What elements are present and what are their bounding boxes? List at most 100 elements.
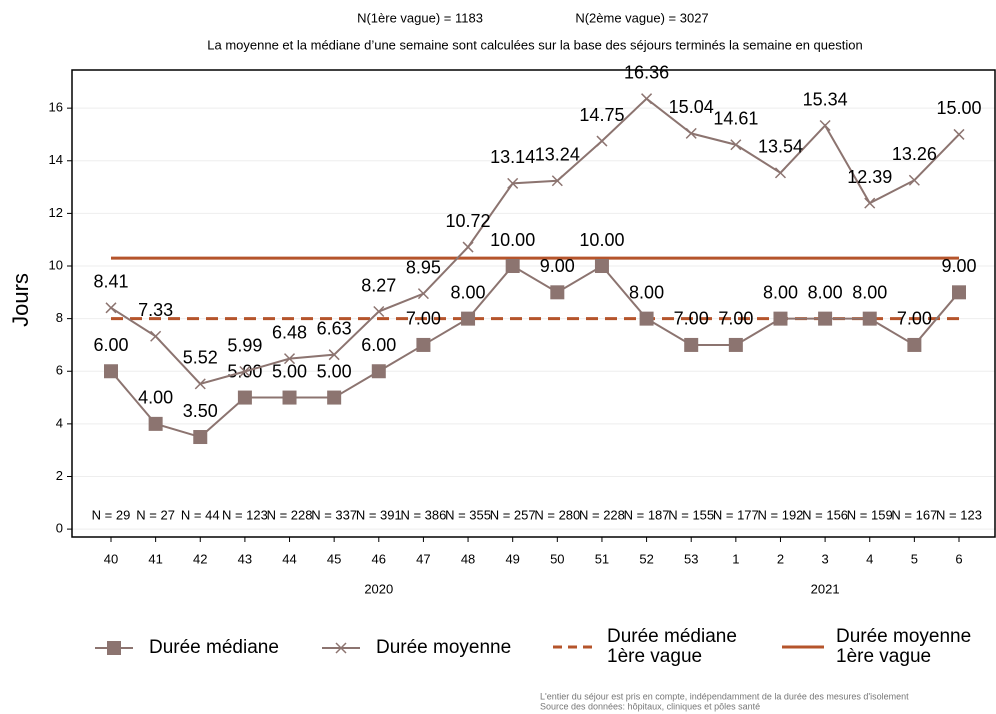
data-label: 5.00 (272, 361, 307, 381)
data-label: 8.27 (361, 275, 396, 295)
data-label: 14.75 (579, 105, 624, 125)
n-label: N = 257 (490, 507, 536, 522)
point-marker (641, 93, 653, 105)
point-marker (819, 119, 831, 132)
data-label: 10.00 (490, 230, 535, 250)
point-marker (550, 285, 565, 300)
data-label: 12.39 (847, 167, 892, 187)
point-marker (328, 349, 340, 361)
point-marker (107, 641, 121, 655)
subtitle: La moyenne et la médiane d’une semaine s… (207, 37, 862, 52)
y-axis-label: Jours (8, 273, 33, 327)
y-tick-label: 2 (56, 468, 63, 483)
point-marker (774, 167, 787, 179)
legend-label: Durée médiane 1ère vague (607, 626, 737, 667)
legend-symbol (553, 645, 595, 649)
point-marker (908, 174, 920, 186)
point-marker (193, 430, 208, 445)
point-marker (594, 259, 609, 274)
legend-item: Durée médiane 1ère vague (553, 627, 767, 667)
point-marker (371, 364, 386, 379)
y-tick-label: 12 (49, 205, 63, 220)
n-label: N = 391 (356, 507, 402, 522)
legend-item: Durée médiane (95, 637, 279, 659)
x-tick-label: 44 (282, 551, 296, 566)
n-label: N = 228 (579, 507, 625, 522)
data-label: 3.50 (183, 401, 218, 421)
point-marker (864, 197, 876, 209)
point-marker (335, 642, 347, 654)
data-label: 5.00 (317, 361, 352, 381)
n-label: N = 280 (534, 507, 580, 522)
data-label: 7.00 (406, 309, 441, 329)
n-label: N = 355 (445, 507, 491, 522)
x-tick-label: 46 (372, 551, 386, 566)
data-label: 10.72 (446, 211, 491, 231)
x-tick-label: 43 (238, 551, 252, 566)
n-label: N = 187 (624, 507, 670, 522)
y-tick-label: 0 (56, 521, 63, 536)
data-label: 7.00 (897, 309, 932, 329)
data-label: 15.04 (669, 97, 714, 117)
data-label: 13.26 (892, 144, 937, 164)
footnote: L'entier du séjour est pris en compte, i… (540, 691, 909, 701)
data-label: 8.00 (763, 282, 798, 302)
point-marker (417, 288, 429, 300)
data-label: 8.00 (852, 282, 887, 302)
data-label: 4.00 (138, 388, 173, 408)
y-tick-label: 8 (56, 310, 63, 325)
data-label: 15.34 (803, 89, 848, 109)
data-label: 9.00 (540, 256, 575, 276)
point-marker (684, 337, 699, 352)
data-label: 6.63 (317, 318, 352, 338)
x-tick-label: 5 (911, 551, 918, 566)
data-label: 16.36 (624, 62, 669, 82)
n-label: N = 155 (668, 507, 714, 522)
n-label: N = 167 (891, 507, 937, 522)
data-label: 6.00 (361, 335, 396, 355)
x-tick-label: 41 (148, 551, 162, 566)
point-marker (105, 302, 117, 314)
y-tick-label: 4 (56, 415, 63, 430)
data-label: 5.52 (183, 348, 218, 368)
n-label: N = 156 (802, 507, 848, 522)
x-tick-label: 52 (639, 551, 653, 566)
data-label: 10.00 (579, 230, 624, 250)
x-tick-label: 40 (104, 551, 118, 566)
x-tick-label: 47 (416, 551, 430, 566)
header-note: N(1ère vague) = 1183 (357, 10, 483, 25)
point-marker (507, 177, 519, 189)
data-label: 13.24 (535, 145, 580, 165)
legend-symbol (322, 642, 360, 654)
x-tick-label: 2 (777, 551, 784, 566)
x-tick-label: 1 (732, 551, 739, 566)
footnote: Source des données: hôpitaux, cliniques … (540, 701, 760, 711)
y-tick-label: 16 (49, 100, 63, 115)
y-tick-label: 10 (49, 257, 63, 272)
legend-label: Durée moyenne 1ère vague (836, 626, 972, 667)
x-tick-label: 48 (461, 551, 475, 566)
data-label: 13.14 (490, 147, 535, 167)
series-line (110, 264, 960, 439)
point-marker (596, 135, 608, 147)
x-tick-label: 6 (955, 551, 962, 566)
n-label: N = 27 (136, 507, 175, 522)
data-label: 6.00 (93, 335, 128, 355)
legend-label: Durée moyenne (376, 637, 512, 658)
point-marker (237, 390, 252, 405)
point-marker (148, 416, 163, 431)
n-label: N = 159 (847, 507, 893, 522)
n-label: N = 337 (311, 507, 357, 522)
data-label: 8.00 (629, 282, 664, 302)
point-marker (685, 127, 697, 139)
x-tick-label: 4 (866, 551, 873, 566)
data-label: 7.33 (138, 300, 173, 320)
series-line (110, 97, 960, 386)
data-label: 5.99 (227, 335, 262, 355)
y-tick-label: 14 (49, 152, 63, 167)
n-label: N = 123 (936, 507, 982, 522)
x-tick-label: 45 (327, 551, 341, 566)
n-label: N = 29 (92, 507, 131, 522)
legend-symbol (782, 645, 824, 649)
